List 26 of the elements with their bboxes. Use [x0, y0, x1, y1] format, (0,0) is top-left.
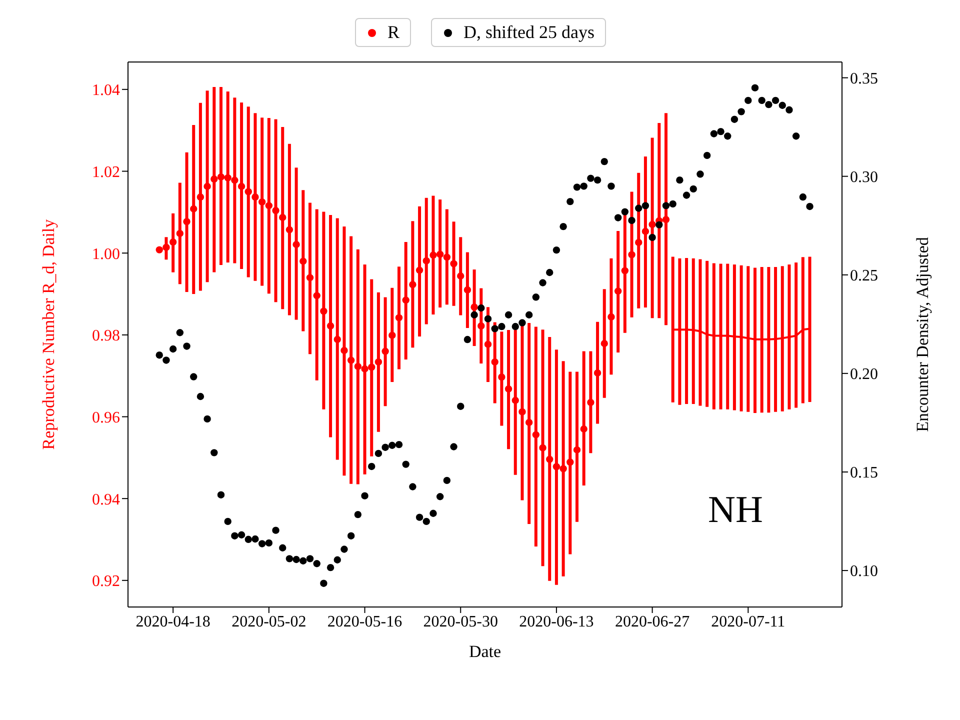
- y-tick-label: 1.04: [92, 82, 120, 100]
- x-tick-label: 2020-04-18: [136, 613, 210, 630]
- x-axis-title: Date: [468, 642, 502, 661]
- y-tick-label: 1.00: [92, 246, 120, 263]
- y2-tick-label: 0.10: [850, 563, 878, 580]
- x-tick-label: 2020-07-11: [711, 613, 786, 630]
- y-tick-label: 0.94: [92, 491, 120, 508]
- x-tick-label: 2020-06-13: [519, 613, 594, 630]
- y2-tick-label: 0.30: [850, 169, 878, 186]
- x-tick-label: 2020-05-02: [232, 613, 306, 630]
- y-tick-label: 1.02: [92, 164, 120, 181]
- x-tick-label: 2020-06-27: [614, 613, 690, 630]
- y2-tick-label: 0.25: [850, 268, 878, 285]
- y2-axis-title: Encounter Density, Adjusted: [913, 236, 932, 432]
- x-tick-label: 2020-05-16: [327, 613, 402, 630]
- annotation: NH: [708, 488, 763, 532]
- x-tick-label: 2020-05-30: [423, 613, 498, 630]
- y2-tick-label: 0.35: [850, 70, 878, 88]
- y2-tick-label: 0.20: [850, 366, 878, 384]
- legend-label: D, shifted 25 days: [464, 22, 594, 43]
- y-tick-label: 0.98: [92, 328, 120, 345]
- y2-tick-label: 0.15: [850, 464, 878, 482]
- y-tick-label: 0.92: [92, 573, 120, 590]
- legend-label: R: [388, 22, 400, 43]
- y-tick-label: 0.96: [92, 409, 120, 426]
- y-axis-title: Reproductive Number R_d, Daily: [39, 218, 58, 450]
